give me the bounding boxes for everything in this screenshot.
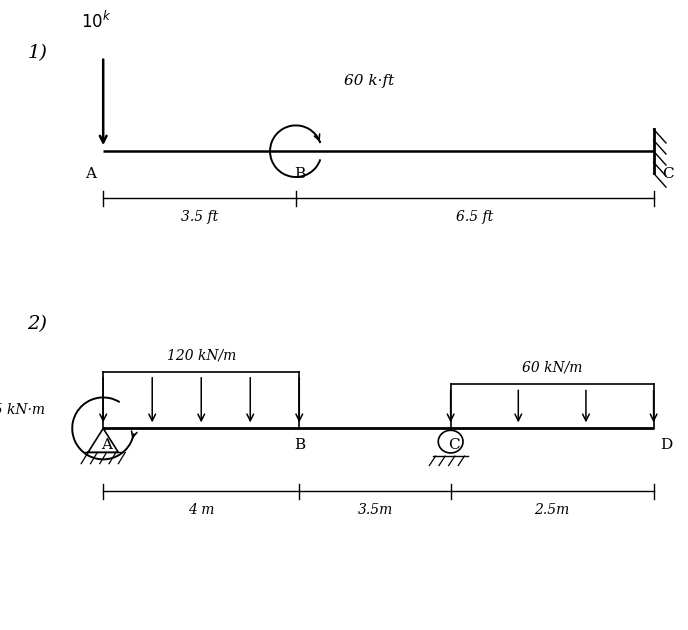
Text: 2): 2): [28, 315, 47, 333]
Text: 60 kN/m: 60 kN/m: [522, 361, 582, 375]
Text: A: A: [101, 438, 112, 452]
Text: 225 kN·m: 225 kN·m: [0, 403, 45, 416]
Text: 120 kN/m: 120 kN/m: [166, 348, 236, 362]
Text: D: D: [660, 438, 673, 452]
Text: C: C: [662, 167, 674, 181]
Text: 6.5 ft: 6.5 ft: [456, 210, 493, 224]
Text: B: B: [294, 167, 305, 181]
Text: 3.5 ft: 3.5 ft: [181, 210, 218, 224]
Text: 60 k·ft: 60 k·ft: [344, 74, 394, 88]
Text: 2.5m: 2.5m: [535, 503, 570, 517]
Text: 4 m: 4 m: [188, 503, 215, 517]
Text: 1): 1): [28, 44, 47, 62]
Text: C: C: [449, 438, 460, 452]
Text: B: B: [294, 438, 305, 452]
Text: A: A: [85, 167, 96, 181]
Text: $10^k$: $10^k$: [81, 10, 111, 32]
Text: 3.5m: 3.5m: [357, 503, 393, 517]
